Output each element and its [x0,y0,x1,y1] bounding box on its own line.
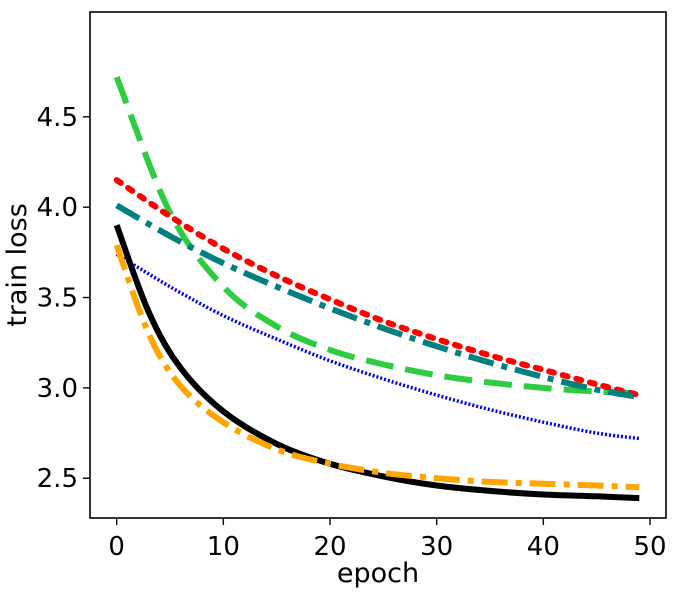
series-line-3 [115,202,640,400]
y-axis: 2.5 3.0 3.5 4.0 4.5 [37,103,90,494]
y-axis-title: train loss [2,203,33,327]
x-tick-label: 40 [527,532,560,562]
y-tick-label: 2.5 [37,464,78,494]
series-line-1 [113,75,640,397]
y-tick-label: 3.0 [37,374,78,404]
plot-frame [89,11,667,519]
x-tick-label: 10 [207,532,240,562]
series-line-6 [113,244,640,491]
x-tick-label: 20 [313,532,346,562]
x-tick-label: 50 [633,532,666,562]
series-layer [113,75,643,502]
y-tick-label: 4.5 [37,103,78,133]
y-tick-label: 4.0 [37,193,78,223]
series-line-4 [115,252,640,441]
y-tick-label: 3.5 [37,284,78,314]
x-axis: 0 10 20 30 40 50 [108,518,667,562]
x-axis-title: epoch [337,558,419,589]
x-tick-label: 30 [420,532,453,562]
x-tick-label: 0 [108,532,125,562]
series-line-2 [113,177,643,399]
